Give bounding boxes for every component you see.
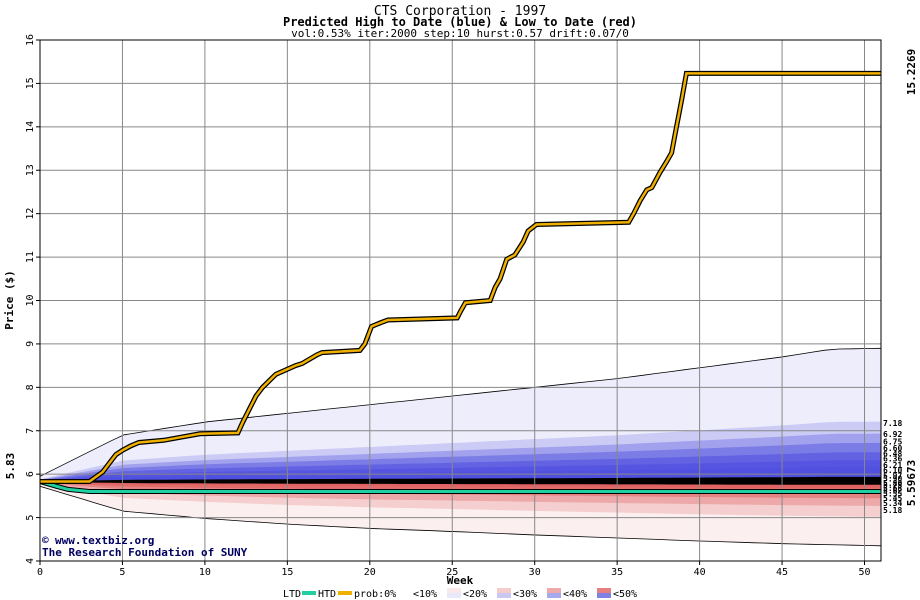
band-value-label: 6.10 xyxy=(883,466,902,475)
band-value-label: 6.48 xyxy=(883,449,902,458)
y-tick-label: 11 xyxy=(25,251,36,263)
x-tick-label: 10 xyxy=(199,567,211,578)
band-value-label: 5.18 xyxy=(883,506,902,515)
y-tick-label: 14 xyxy=(25,121,36,133)
low-envelope-line xyxy=(40,485,881,547)
band-value-label: 5.90 xyxy=(883,475,902,484)
y-tick-label: 12 xyxy=(25,208,36,220)
legend-bin-swatch-low xyxy=(397,588,411,593)
y-tick-label: 5 xyxy=(25,515,36,521)
final-high-value: 15.2269 xyxy=(905,49,918,95)
legend-bin-swatch-high xyxy=(447,593,461,598)
chart-parameters: vol:0.53% iter:2000 step:10 hurst:0.57 d… xyxy=(291,27,629,40)
legend-bin-label: <40% xyxy=(563,589,587,600)
band-value-label: 5.97 xyxy=(883,471,902,480)
legend-htd-swatch xyxy=(338,591,352,595)
y-tick-label: 15 xyxy=(25,77,36,89)
y-tick-label: 16 xyxy=(25,34,36,46)
chart-title: CTS Corporation - 1997 xyxy=(374,4,546,19)
start-value-label: 5.83 xyxy=(4,453,17,480)
legend-bin-label: <10% xyxy=(413,589,437,600)
x-tick-label: 5 xyxy=(119,567,125,578)
legend: LTD HTD prob:0% <10% <20% <30% <40% <50% xyxy=(283,588,637,600)
low-to-date-line xyxy=(40,480,881,493)
x-tick-label: 35 xyxy=(611,567,623,578)
band-value-label: 5.34 xyxy=(883,499,902,508)
band-value-label: 5.62 xyxy=(883,487,902,496)
legend-bin-swatch-low xyxy=(597,588,611,593)
low-probability-band xyxy=(40,481,881,485)
credit-org: The Research Foundation of SUNY xyxy=(42,546,248,559)
credit-copyright-icon: © xyxy=(42,534,49,547)
high-envelope-line xyxy=(40,347,881,477)
y-tick-label: 4 xyxy=(25,558,36,564)
legend-bin-swatch-high xyxy=(397,593,411,598)
y-tick-label: 8 xyxy=(25,384,36,390)
band-value-label: 6.60 xyxy=(883,444,902,453)
legend-ltd-label: LTD xyxy=(283,589,301,600)
legend-bin-swatch-low xyxy=(447,588,461,593)
y-axis-label: Price ($) xyxy=(3,270,16,330)
low-probability-band xyxy=(40,481,881,546)
band-value-label: 5.45 xyxy=(883,494,902,503)
x-tick-label: 45 xyxy=(776,567,788,578)
y-tick-label: 13 xyxy=(25,164,36,176)
y-tick-label: 7 xyxy=(25,428,36,434)
legend-bin-swatch-high xyxy=(597,593,611,598)
legend-prob-label: prob:0% xyxy=(354,589,396,600)
y-tick-label: 9 xyxy=(25,341,36,347)
legend-bin-label: <50% xyxy=(613,589,637,600)
y-tick-label: 6 xyxy=(25,471,36,477)
y-tick-label: 10 xyxy=(25,294,36,306)
band-value-label: 5.80 xyxy=(883,479,902,488)
band-value-label: 5.55 xyxy=(883,490,902,499)
x-tick-label: 40 xyxy=(694,567,706,578)
final-low-value: 5.59673 xyxy=(905,460,918,506)
legend-bin-swatch-low xyxy=(547,588,561,593)
band-value-label: 5.68 xyxy=(883,484,902,493)
credit-site: www.textbiz.org xyxy=(55,534,154,547)
high-to-date-line xyxy=(40,72,881,483)
band-value-label: 6.36 xyxy=(883,455,902,464)
legend-bin-swatch-high xyxy=(497,593,511,598)
x-tick-label: 30 xyxy=(529,567,541,578)
x-tick-label: 50 xyxy=(858,567,870,578)
x-tick-label: 15 xyxy=(281,567,293,578)
high-probability-band xyxy=(40,476,881,482)
band-value-label: 6.21 xyxy=(883,461,902,470)
band-value-label: 6.92 xyxy=(883,430,902,439)
legend-ltd-swatch xyxy=(302,591,316,595)
band-value-label: 6.75 xyxy=(883,438,902,447)
legend-bin-label: <20% xyxy=(463,589,487,600)
band-value-label: 7.18 xyxy=(883,419,902,428)
band-value-label: 5.75 xyxy=(883,481,902,490)
legend-bin-label: <30% xyxy=(513,589,537,600)
legend-bin-swatch-low xyxy=(497,588,511,593)
x-tick-label: 25 xyxy=(446,567,458,578)
legend-htd-label: HTD xyxy=(318,589,336,600)
chart-subtitle: Predicted High to Date (blue) & Low to D… xyxy=(283,15,637,29)
x-tick-label: 20 xyxy=(364,567,376,578)
legend-bin-swatch-high xyxy=(547,593,561,598)
high-probability-band xyxy=(40,348,881,482)
x-axis-label: Week xyxy=(447,574,474,587)
x-tick-label: 0 xyxy=(37,567,43,578)
